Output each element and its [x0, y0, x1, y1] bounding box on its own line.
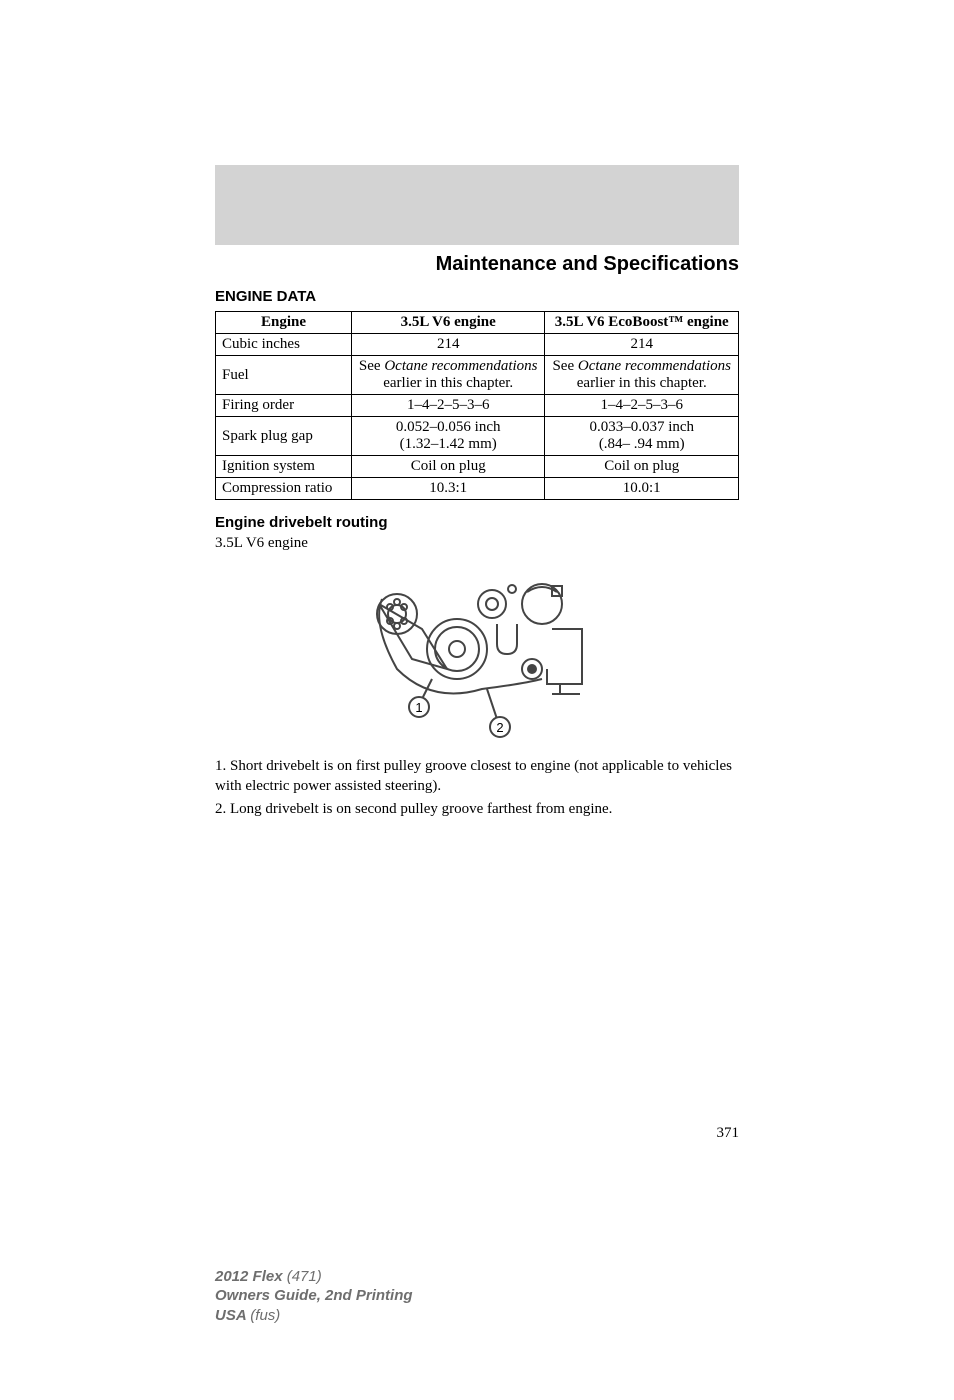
text: earlier in this chapter. — [383, 375, 513, 391]
cell-label: Cubic inches — [216, 334, 352, 356]
text: (.84– .94 mm) — [599, 436, 685, 452]
table-row: Compression ratio 10.3:1 10.0:1 — [216, 478, 739, 500]
note-1: 1. Short drivebelt is on first pulley gr… — [215, 757, 739, 796]
cell-value: 214 — [545, 334, 739, 356]
engine-data-table: Engine 3.5L V6 engine 3.5L V6 EcoBoost™ … — [215, 311, 739, 500]
italic-text: Octane recommendations — [578, 358, 731, 374]
cell-value: 0.052–0.056 inch (1.32–1.42 mm) — [351, 417, 545, 456]
table-header-35l: 3.5L V6 engine — [351, 312, 545, 334]
footer-bold: USA — [215, 1307, 250, 1324]
cell-value: 10.0:1 — [545, 478, 739, 500]
table-row: Spark plug gap 0.052–0.056 inch (1.32–1.… — [216, 417, 739, 456]
text: 0.052–0.056 inch — [396, 419, 501, 435]
table-row: Fuel See Octane recommendations earlier … — [216, 356, 739, 395]
cell-label: Fuel — [216, 356, 352, 395]
page-number: 371 — [717, 1125, 740, 1142]
drivebelt-diagram: 1 2 — [215, 574, 739, 739]
footer-text: (fus) — [250, 1307, 280, 1324]
cell-value: See Octane recommendations earlier in th… — [351, 356, 545, 395]
cell-value: See Octane recommendations earlier in th… — [545, 356, 739, 395]
cell-value: Coil on plug — [545, 456, 739, 478]
section-title: Maintenance and Specifications — [0, 253, 739, 276]
table-row: Ignition system Coil on plug Coil on plu… — [216, 456, 739, 478]
diagram-label-1: 1 — [415, 700, 422, 715]
text: (1.32–1.42 mm) — [400, 436, 497, 452]
footer-line-2: Owners Guide, 2nd Printing — [215, 1286, 413, 1306]
text: 0.033–0.037 inch — [589, 419, 694, 435]
italic-text: Octane recommendations — [384, 358, 537, 374]
cell-value: 10.3:1 — [351, 478, 545, 500]
header-bar — [215, 165, 739, 245]
footer-line-1: 2012 Flex (471) — [215, 1267, 413, 1287]
heading-engine-data: ENGINE DATA — [215, 288, 739, 305]
cell-value: 214 — [351, 334, 545, 356]
cell-label: Ignition system — [216, 456, 352, 478]
text: See — [552, 358, 577, 374]
content-region: ENGINE DATA Engine 3.5L V6 engine 3.5L V… — [215, 288, 739, 820]
cell-label: Compression ratio — [216, 478, 352, 500]
table-row: Firing order 1–4–2–5–3–6 1–4–2–5–3–6 — [216, 395, 739, 417]
drivebelt-svg: 1 2 — [352, 574, 602, 739]
table-row: Cubic inches 214 214 — [216, 334, 739, 356]
heading-drivebelt: Engine drivebelt routing — [215, 514, 739, 531]
text: See — [359, 358, 384, 374]
cell-value: Coil on plug — [351, 456, 545, 478]
cell-value: 0.033–0.037 inch (.84– .94 mm) — [545, 417, 739, 456]
table-header-ecoboost: 3.5L V6 EcoBoost™ engine — [545, 312, 739, 334]
cell-value: 1–4–2–5–3–6 — [545, 395, 739, 417]
cell-label: Firing order — [216, 395, 352, 417]
cell-label: Spark plug gap — [216, 417, 352, 456]
footer-bold: 2012 Flex — [215, 1268, 287, 1285]
footer-line-3: USA (fus) — [215, 1306, 413, 1326]
text: earlier in this chapter. — [577, 375, 707, 391]
notes: 1. Short drivebelt is on first pulley gr… — [215, 757, 739, 820]
footer-text: (471) — [287, 1268, 322, 1285]
footer: 2012 Flex (471) Owners Guide, 2nd Printi… — [215, 1267, 413, 1326]
note-2: 2. Long drivebelt is on second pulley gr… — [215, 800, 739, 820]
diagram-label-2: 2 — [496, 720, 503, 735]
cell-value: 1–4–2–5–3–6 — [351, 395, 545, 417]
subhead-35l: 3.5L V6 engine — [215, 535, 739, 552]
table-header-engine: Engine — [216, 312, 352, 334]
